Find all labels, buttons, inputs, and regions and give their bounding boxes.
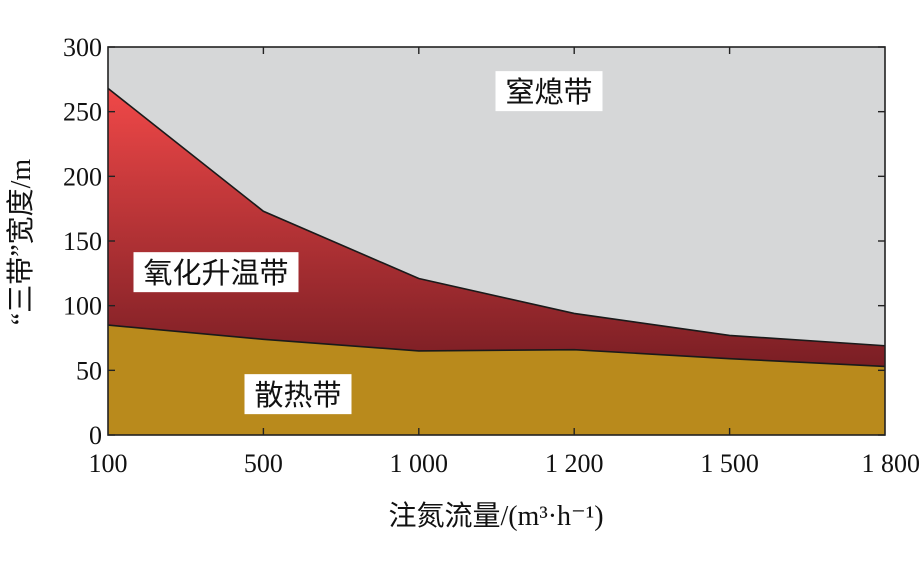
zone-label-box [133,252,299,293]
y-tick-label: 200 [63,162,102,191]
boundary-line-dissipation [107,324,886,368]
y-tick-label: 100 [63,292,102,321]
area-suffocation-zone [108,47,885,346]
y-tick-label: 150 [63,227,102,256]
y-axis-label: “三带”宽度/m [5,159,37,326]
zone-label-box [244,374,352,415]
y-tick-label: 300 [63,33,102,62]
y-tick-label: 50 [76,356,102,385]
x-tick-label: 1 000 [390,449,449,478]
x-tick-label: 500 [244,449,283,478]
x-tick-label: 1 800 [862,449,921,478]
x-tick-label: 1 200 [545,449,604,478]
x-axis-label: 注氮流量/(m³·h⁻¹) [388,500,603,532]
y-tick-label: 0 [89,421,102,450]
y-tick-label: 250 [63,98,102,127]
zone-label-box [495,71,603,112]
x-tick-label: 100 [89,449,128,478]
boundary-line-oxidation [107,87,886,347]
x-tick-label: 1 500 [700,449,759,478]
zone-label: 氧化升温带 [143,256,288,290]
zone-label: 散热带 [254,378,341,412]
area-oxidation-zone [108,88,885,367]
zone-label: 窒熄带 [505,75,592,109]
